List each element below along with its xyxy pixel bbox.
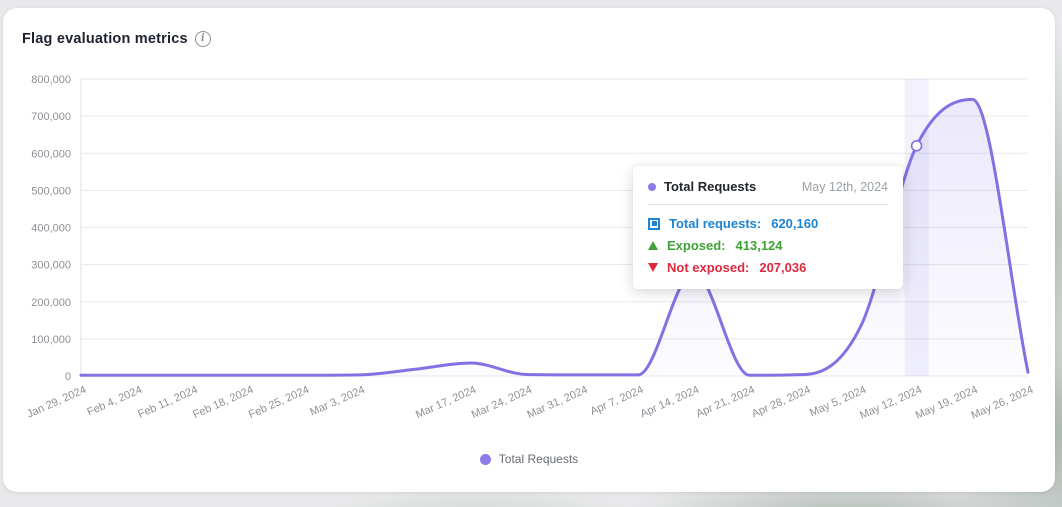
y-tick-label: 700,000 <box>31 111 71 123</box>
x-tick-label: Mar 3, 2024 <box>308 384 367 419</box>
hovered-point-marker[interactable] <box>910 140 923 152</box>
x-tick-label: Jan 29, 2024 <box>25 384 88 421</box>
legend: Total Requests <box>3 452 1055 466</box>
x-tick-label: Mar 17, 2024 <box>414 384 478 421</box>
chart-canvas[interactable]: 0 100,000 200,000 300,000 400,000 500,000 600,… <box>3 8 1055 492</box>
x-tick-label: Apr 14, 2024 <box>639 384 701 421</box>
legend-item-total-requests[interactable]: Total Requests <box>479 452 579 466</box>
square-in-square-icon <box>648 217 660 230</box>
tooltip-rows: Total requests: 620,160 Exposed: 413,124 N… <box>648 216 888 275</box>
triangle-up-icon <box>648 241 658 250</box>
y-tick-label: 300,000 <box>31 260 71 272</box>
flag-metrics-card: Flag evaluation metrics i 0 100,000 200,00… <box>3 8 1055 492</box>
legend-label: Total Requests <box>498 452 579 466</box>
tooltip-row-label: Not exposed: <box>667 260 750 275</box>
x-tick-label: May 26, 2024 <box>969 384 1035 422</box>
tooltip-header: Total Requests May 12th, 2024 <box>648 179 888 194</box>
tooltip-row-value: 413,124 <box>735 238 783 253</box>
y-tick-label: 0 <box>65 371 71 383</box>
y-tick-label: 500,000 <box>31 185 71 197</box>
tooltip-row-label: Exposed: <box>667 238 726 253</box>
y-tick-label: 200,000 <box>31 297 71 309</box>
legend-dot-icon <box>479 453 491 465</box>
tooltip-divider <box>648 204 888 205</box>
y-tick-label: 600,000 <box>31 148 71 160</box>
chart-tooltip: Total Requests May 12th, 2024 Total requ… <box>633 166 903 289</box>
x-tick-label: Mar 24, 2024 <box>470 384 534 421</box>
x-tick-label: May 12, 2024 <box>858 384 924 422</box>
triangle-down-icon <box>648 263 658 272</box>
x-tick-label: May 19, 2024 <box>914 384 980 422</box>
series-dot-icon <box>648 182 656 191</box>
line-chart[interactable]: 0 100,000 200,000 300,000 400,000 500,000 600,… <box>3 8 1055 492</box>
x-tick-label: Feb 4, 2024 <box>85 384 144 419</box>
x-tick-label: Apr 7, 2024 <box>588 384 645 418</box>
x-tick-label: Feb 25, 2024 <box>247 384 311 421</box>
page-title: Flag evaluation metrics <box>22 31 188 47</box>
info-icon[interactable]: i <box>194 31 211 47</box>
tooltip-row-value: 620,160 <box>771 216 819 231</box>
x-tick-label: Feb 11, 2024 <box>136 384 199 421</box>
x-tick-label: Feb 18, 2024 <box>191 384 255 421</box>
y-tick-label: 400,000 <box>31 223 71 235</box>
x-tick-label: Apr 21, 2024 <box>694 384 756 421</box>
x-tick-label: Apr 28, 2024 <box>750 384 812 421</box>
tooltip-row-not-exposed: Not exposed: 207,036 <box>648 260 888 275</box>
y-tick-label: 100,000 <box>31 334 71 346</box>
card-header: Flag evaluation metrics i <box>22 31 211 47</box>
tooltip-date: May 12th, 2024 <box>801 179 888 194</box>
series-area <box>81 99 1028 377</box>
tooltip-series-label: Total Requests <box>664 179 757 194</box>
tooltip-row-exposed: Exposed: 413,124 <box>648 238 888 253</box>
tooltip-row-total-requests: Total requests: 620,160 <box>648 216 888 231</box>
tooltip-row-label: Total requests: <box>669 216 762 231</box>
y-tick-label: 800,000 <box>31 74 71 86</box>
tooltip-row-value: 207,036 <box>759 260 807 275</box>
x-tick-label: Mar 31, 2024 <box>526 384 590 421</box>
